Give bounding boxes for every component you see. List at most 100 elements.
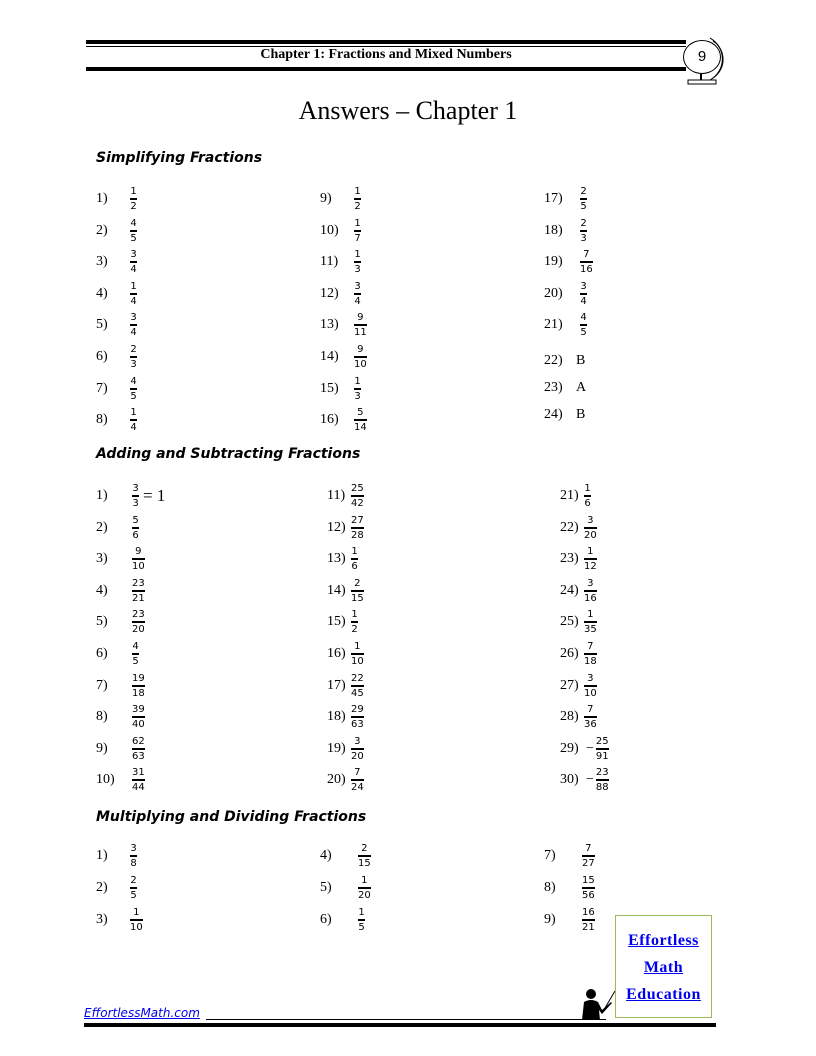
numerator: 1 [354, 375, 361, 387]
denominator: 5 [132, 656, 139, 667]
fraction-bar [130, 887, 137, 889]
answer-number: 7) [544, 848, 556, 863]
answer-number: 10) [320, 222, 339, 238]
answer-number: 21) [544, 317, 563, 333]
answer-item: 3) 1 10 [96, 905, 143, 935]
fraction: 25 42 [351, 483, 364, 509]
numerator: 3 [354, 735, 361, 747]
answer-number: 11) [327, 488, 346, 503]
denominator: 10 [584, 687, 597, 699]
answer-number: 3) [96, 912, 108, 927]
denominator: 35 [584, 624, 597, 636]
fraction: 3 10 [584, 673, 597, 699]
answer-item: 20) 7 24 [327, 765, 364, 795]
denominator: 3 [580, 232, 587, 244]
answer-number: 19) [327, 740, 346, 756]
fraction-bar [130, 356, 137, 358]
header-rule-top-thin [86, 46, 686, 47]
fraction-bar [351, 779, 364, 782]
numerator: 25 [595, 735, 609, 747]
answer-number: 27) [560, 677, 579, 693]
fraction-bar [132, 653, 139, 655]
numerator: 2 [130, 344, 137, 355]
answer-number: 30) [560, 772, 579, 788]
answer-number: 2) [96, 880, 108, 895]
fraction-bar [354, 198, 361, 200]
answer-number: 15) [320, 380, 339, 396]
denominator: 2 [351, 624, 358, 636]
fraction: 1 35 [584, 609, 597, 635]
denominator: 10 [132, 561, 145, 573]
header-rule-bottom [86, 67, 686, 71]
numerator: 1 [354, 249, 361, 261]
answer-item: 10) 1 7 [320, 216, 361, 246]
fraction: 62 63 [132, 736, 145, 762]
answer-item: 2) 4 5 [96, 216, 137, 246]
answer-number: 2) [96, 519, 108, 535]
fraction-bar [351, 589, 364, 592]
numerator: 3 [130, 843, 137, 854]
header-rule-top [86, 40, 686, 44]
answer-number: 1) [96, 191, 108, 206]
numerator: 1 [133, 907, 140, 918]
numerator: 1 [587, 546, 594, 558]
answer-item: 11) 25 42 [327, 481, 364, 511]
numerator: 19 [132, 672, 145, 684]
denominator: 5 [358, 922, 365, 933]
fraction: 7 27 [582, 843, 595, 869]
answer-item: 17) 22 45 [327, 671, 364, 701]
numerator: 1 [354, 186, 361, 197]
fraction: 3 20 [351, 736, 364, 762]
numerator: 7 [585, 843, 592, 854]
numerator: 1 [587, 609, 594, 621]
answer-number: 24) [560, 582, 579, 598]
logo-line-1[interactable]: Effortless [628, 932, 699, 949]
fraction-bar [351, 747, 364, 750]
answer-item: 10) 31 44 [96, 765, 145, 795]
fraction-bar [584, 495, 591, 497]
numerator: 1 [361, 875, 368, 886]
answer-item: 22) B [544, 346, 585, 376]
fraction-bar [584, 684, 597, 687]
answer-item: 24) B [544, 400, 585, 430]
answer-item: 26) 7 18 [560, 639, 597, 669]
answer-item: 1) 3 8 [96, 841, 137, 871]
denominator: 28 [351, 529, 364, 541]
footer-site-link[interactable]: EffortlessMath.com [84, 1006, 200, 1020]
answer-choice: B [576, 407, 586, 422]
answer-number: 3) [96, 254, 108, 270]
numerator: 7 [583, 249, 590, 261]
answer-number: 28) [560, 709, 579, 725]
answer-item: 19) 7 16 [544, 247, 593, 277]
fraction-bar [582, 919, 595, 921]
fraction-bar [132, 558, 145, 561]
answer-number: 6) [96, 349, 108, 364]
fraction-bar [132, 747, 145, 750]
answer-number: 20) [327, 772, 346, 788]
answer-item: 23) 1 12 [560, 544, 597, 574]
denominator: 10 [130, 922, 143, 933]
fraction: 23 21 [132, 578, 145, 604]
numerator: 62 [132, 735, 145, 747]
answer-item: 5) 1 20 [320, 873, 371, 903]
answer-item: 8) 15 56 [544, 873, 595, 903]
fraction: 9 11 [354, 312, 367, 338]
denominator: 5 [580, 327, 587, 339]
fraction-bar [580, 229, 587, 232]
logo-line-3[interactable]: Education [626, 986, 701, 1003]
denominator: 5 [130, 390, 137, 402]
fraction-bar [351, 621, 358, 624]
logo-line-2[interactable]: Math [643, 959, 684, 976]
effortless-math-logo[interactable]: Effortless Math Education [615, 915, 712, 1018]
answer-number: 19) [544, 254, 563, 270]
globe-icon [687, 37, 724, 85]
numerator: 1 [130, 186, 137, 197]
answer-item: 28) 7 36 [560, 702, 597, 732]
